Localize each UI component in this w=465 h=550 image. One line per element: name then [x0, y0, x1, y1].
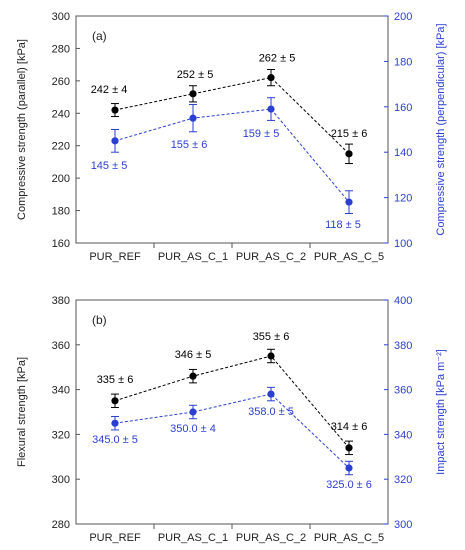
data-point: [267, 390, 275, 398]
data-label: 118 ± 5: [325, 219, 361, 231]
left-axis-tick-label: 240: [52, 108, 70, 120]
right-axis-tick-label: 340: [394, 429, 412, 441]
data-label: 335 ± 6: [97, 374, 134, 386]
right-axis-tick-label: 300: [394, 519, 412, 531]
data-point: [111, 419, 119, 427]
data-label: 358.0 ± 5: [248, 406, 294, 418]
series-left-axis: 335 ± 6 346 ± 5 355 ± 6 314 ± 6: [97, 331, 368, 456]
data-label: 145 ± 5: [91, 160, 128, 172]
x-axis-tick-label: PUR_REF: [89, 532, 141, 544]
data-point: [111, 106, 119, 114]
data-point: [111, 397, 119, 405]
x-axis-tick-label: PUR_AS_C_5: [314, 532, 384, 544]
data-point: [345, 444, 353, 452]
series-left-axis: 242 ± 4 252 ± 5 262 ± 5 215 ± 6: [91, 53, 368, 165]
right-axis-tick-label: 180: [394, 56, 412, 68]
data-label: 355 ± 6: [253, 331, 290, 343]
data-label: 155 ± 6: [171, 139, 208, 151]
data-point: [111, 137, 119, 145]
right-axis-tick-label: 320: [394, 474, 412, 486]
left-axis-tick-label: 360: [52, 340, 70, 352]
right-axis-tick-label: 100: [394, 238, 412, 250]
data-label: 346 ± 5: [175, 349, 212, 361]
left-axis-tick-label: 200: [52, 173, 70, 185]
left-axis-tick-label: 300: [52, 474, 70, 486]
x-axis-tick-label: PUR_AS_C_1: [158, 251, 228, 263]
series-line: [114, 355, 350, 449]
data-label: 262 ± 5: [259, 53, 296, 65]
right-axis-tick-label: 200: [394, 11, 412, 23]
data-label: 159 ± 5: [243, 128, 280, 140]
series-line: [114, 77, 350, 155]
series-line: [114, 108, 350, 203]
left-axis-tick-label: 380: [52, 295, 70, 307]
x-axis-tick-label: PUR_AS_C_2: [236, 532, 306, 544]
right-axis-tick-label: 120: [394, 193, 412, 205]
x-axis-tick-label: PUR_AS_C_2: [236, 251, 306, 263]
x-axis-tick-label: PUR_AS_C_5: [314, 251, 384, 263]
data-label: 242 ± 4: [91, 84, 128, 96]
left-axis-tick-label: 340: [52, 385, 70, 397]
left-axis-tick-label: 280: [52, 519, 70, 531]
data-point: [267, 352, 275, 360]
right-axis-tick-label: 380: [394, 340, 412, 352]
right-axis-tick-label: 400: [394, 295, 412, 307]
data-point: [345, 464, 353, 472]
left-axis-tick-label: 180: [52, 206, 70, 218]
left-axis-tick-label: 220: [52, 141, 70, 153]
data-point: [189, 408, 197, 416]
left-axis-tick-label: 300: [52, 11, 70, 23]
right-axis-title: Impact strength [kPa m⁻²]: [435, 349, 447, 475]
data-point: [189, 372, 197, 380]
chart-panel-b: 280 300 320 340 360 380 300 320 340 360 380 400 PUR_…: [16, 295, 447, 544]
data-label: 345.0 ± 5: [92, 434, 138, 446]
right-axis-title: Compressive strength (perpendicular) [kP…: [435, 23, 447, 235]
data-point: [189, 90, 197, 98]
data-point: [345, 150, 353, 158]
series-right-axis: 145 ± 5 155 ± 6 159 ± 5 118 ± 5: [91, 97, 361, 231]
data-point: [267, 105, 275, 113]
left-axis-title: Compressive strength (parallel) [kPa]: [16, 39, 28, 220]
series-right-axis: 345.0 ± 5 350.0 ± 4 358.0 ± 5 325.0 ± 6: [92, 386, 372, 491]
data-label: 325.0 ± 6: [326, 479, 372, 491]
data-label: 215 ± 6: [331, 128, 368, 140]
data-label: 350.0 ± 4: [170, 423, 216, 435]
data-point: [345, 198, 353, 206]
panel-label: (a): [92, 29, 107, 43]
data-label: 314 ± 6: [331, 421, 368, 433]
data-point: [267, 74, 275, 82]
series-line: [114, 393, 350, 469]
x-axis-tick-label: PUR_REF: [89, 251, 141, 263]
right-axis-tick-label: 140: [394, 147, 412, 159]
x-axis-tick-label: PUR_AS_C_1: [158, 532, 228, 544]
left-axis-tick-label: 160: [52, 238, 70, 250]
data-label: 252 ± 5: [177, 69, 214, 81]
data-point: [189, 114, 197, 122]
right-axis-tick-label: 160: [394, 102, 412, 114]
chart-panel-a: 160 180 200 220 240 260 280 300 100 120 140 160 180 2…: [16, 11, 447, 263]
right-axis-tick-label: 360: [394, 385, 412, 397]
left-axis-title: Flexural strength [kPa]: [16, 357, 28, 467]
left-axis-tick-label: 320: [52, 429, 70, 441]
left-axis-tick-label: 260: [52, 76, 70, 88]
left-axis-tick-label: 280: [52, 43, 70, 55]
panel-label: (b): [92, 313, 107, 327]
